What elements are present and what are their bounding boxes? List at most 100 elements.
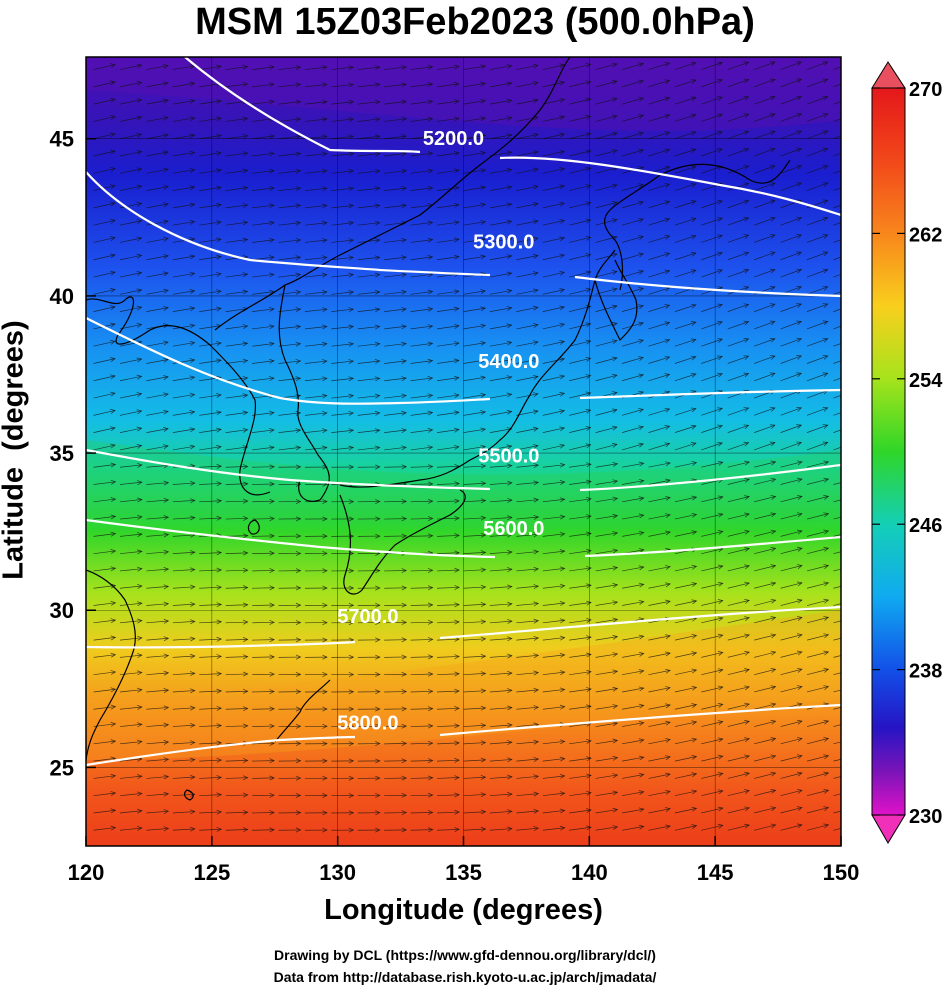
wind-vector (621, 826, 644, 831)
wind-vector-head (348, 82, 355, 88)
wind-vector (410, 604, 433, 606)
wind-vector-head (743, 424, 750, 430)
wind-vector (516, 689, 539, 693)
wind-vector-head (163, 584, 170, 590)
wind-vector-head (190, 826, 196, 832)
wind-vector (304, 447, 327, 451)
wind-vector-head (480, 306, 487, 312)
wind-vector-head (507, 584, 513, 590)
wind-vector (410, 587, 433, 589)
wind-vector (225, 483, 248, 485)
wind-vector-head (348, 376, 355, 382)
wind-vector-head (295, 516, 302, 522)
wind-vector-head (586, 652, 592, 658)
wind-vector (727, 131, 749, 140)
wind-vector (727, 530, 750, 537)
wind-vector-head (506, 357, 513, 363)
wind-vector (621, 670, 644, 676)
wind-vector (489, 238, 512, 243)
wind-vector-head (823, 685, 830, 690)
wind-vector-head (216, 116, 222, 122)
wind-vector-head (163, 670, 170, 676)
wind-vector-head (375, 602, 381, 608)
wind-vector (278, 429, 301, 433)
wind-vector-head (664, 269, 671, 275)
wind-vector-head (717, 685, 724, 691)
wind-vector-head (769, 303, 776, 308)
wind-vector-head (137, 722, 143, 728)
wind-vector-head (401, 410, 407, 416)
wind-vector (252, 325, 274, 330)
wind-vector (199, 759, 222, 762)
wind-vector (595, 584, 618, 589)
wind-vector (252, 446, 274, 451)
wind-vector-head (110, 825, 117, 831)
wind-vector (410, 100, 433, 105)
wind-vector-head (374, 99, 381, 105)
wind-vector-head (585, 408, 592, 414)
wind-vector (119, 551, 142, 555)
wind-vector-head (638, 686, 645, 692)
wind-vector (225, 777, 248, 779)
wind-vector-head (506, 444, 513, 450)
wind-vector-head (638, 651, 645, 657)
wind-vector-head (586, 704, 592, 710)
wind-vector (225, 708, 248, 710)
wind-vector (146, 307, 169, 312)
wind-vector (701, 600, 723, 606)
wind-vector (621, 408, 644, 416)
wind-vector (489, 134, 512, 140)
wind-vector-head (242, 64, 249, 70)
grid-lines (86, 57, 841, 846)
wind-vector-head (533, 618, 540, 624)
wind-vector (463, 359, 486, 364)
wind-vector-head (743, 268, 750, 274)
wind-vector-head (532, 305, 539, 311)
wind-vector-head (822, 216, 829, 222)
wind-vector-head (796, 702, 803, 708)
wind-vector-head (163, 271, 169, 277)
wind-vector (93, 168, 116, 174)
wind-vector (542, 637, 565, 641)
wind-vector-head (190, 671, 196, 676)
wind-vector-head (137, 687, 143, 693)
wind-vector-head (110, 288, 116, 293)
wind-vector-head (664, 252, 671, 257)
wind-vector (489, 411, 512, 416)
wind-vector-head (163, 63, 169, 69)
wind-vector-head (242, 133, 249, 139)
wind-vector-head (480, 392, 487, 398)
wind-vector (727, 304, 749, 312)
wind-vector-head (295, 671, 302, 677)
wind-vector (569, 515, 592, 520)
wind-vector (754, 634, 776, 641)
x-tick-label: 140 (571, 860, 608, 885)
wind-vector (674, 425, 696, 433)
wind-vector-head (110, 322, 116, 328)
wind-vector-head (533, 463, 540, 468)
wind-vector-head (190, 757, 196, 763)
wind-vector-head (717, 355, 723, 361)
wind-vector-head (611, 322, 618, 327)
wind-vector-head (189, 375, 196, 381)
contour-5600 (86, 518, 841, 559)
wind-vector (489, 445, 512, 451)
wind-vector-head (585, 63, 592, 68)
wind-vector-head (189, 289, 196, 294)
wind-vector-head (850, 634, 855, 638)
wind-vector (542, 827, 565, 831)
wind-vector-head (216, 809, 223, 815)
wind-vector (674, 721, 697, 727)
wind-vector-head (453, 306, 460, 312)
wind-vector (252, 377, 274, 382)
wind-vector-head (295, 237, 302, 243)
wind-vector-head (665, 495, 671, 501)
wind-vector (93, 271, 116, 278)
wind-vector-head (375, 533, 381, 539)
wind-vector (754, 424, 775, 433)
wind-vector (648, 704, 671, 710)
wind-vector-head (612, 738, 619, 744)
wind-vector-head (375, 706, 381, 712)
wind-vector-head (744, 771, 750, 777)
